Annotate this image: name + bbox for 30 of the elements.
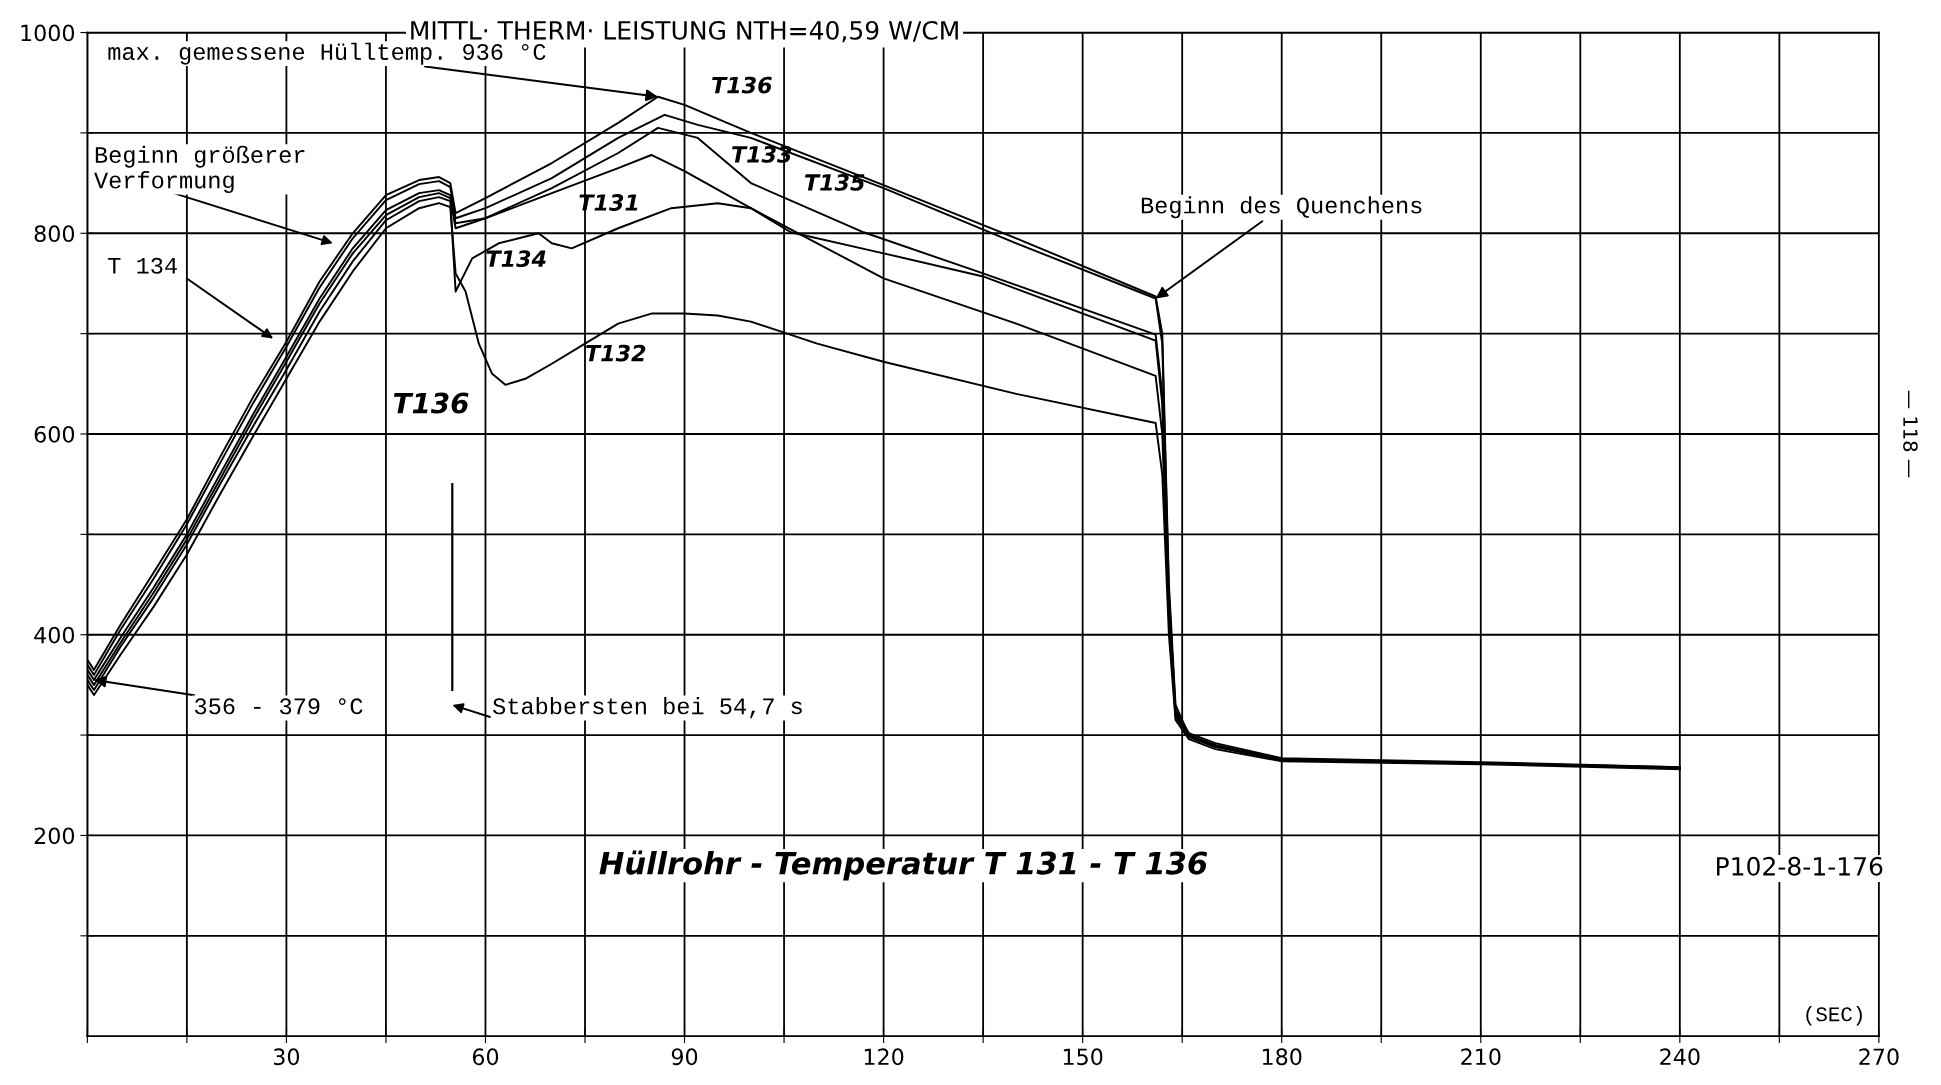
x-tick-label: 150: [1063, 1048, 1103, 1066]
annotation: T136: [393, 392, 469, 414]
chart-title: MITTL· THERM· LEISTUNG NTH=40,59 W/CM: [411, 20, 958, 43]
series-label: T136: [712, 76, 772, 94]
y-tick-label: 600: [34, 425, 75, 443]
annotation: Stabbersten bei 54,7 s: [493, 697, 802, 719]
series-label: T132: [586, 344, 646, 362]
x-tick-label: 180: [1262, 1048, 1302, 1066]
y-tick-label: 800: [34, 225, 75, 243]
annotation: max. gemessene Hülltemp. 936 °C: [108, 42, 546, 65]
x-tick-label: 90: [671, 1048, 698, 1066]
x-axis-title: (SEC): [1806, 1006, 1862, 1026]
annotation: Hüllrohr - Temperatur T 131 - T 136: [599, 850, 1208, 881]
x-tick-label: 270: [1859, 1048, 1899, 1066]
x-tick-label: 210: [1461, 1048, 1501, 1066]
y-tick-label: 200: [34, 827, 75, 845]
text: — 118 —: [1903, 390, 1918, 478]
annotation: 356 - 379 °C: [194, 698, 363, 715]
x-tick-label: 30: [273, 1048, 300, 1066]
y-tick-label: 400: [34, 626, 75, 644]
annotation: T 134: [108, 257, 177, 274]
series-label: T135: [805, 174, 865, 191]
x-tick-label: 240: [1660, 1048, 1700, 1066]
x-tick-label: 120: [864, 1048, 904, 1066]
annotation: P102-8-1-176: [1717, 856, 1883, 876]
series-label: T134: [486, 250, 546, 268]
annotation: Beginn größerer Verformung: [94, 145, 305, 194]
y-tick-label: 1000: [21, 24, 75, 42]
annotation: Beginn des Quenchens: [1141, 196, 1422, 219]
x-tick-label: 60: [472, 1048, 499, 1066]
